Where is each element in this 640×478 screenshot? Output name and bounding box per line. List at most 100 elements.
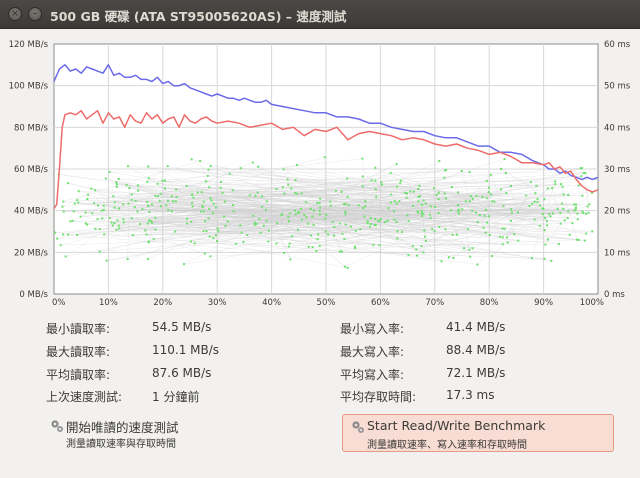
access-time-seek-line <box>209 186 356 232</box>
access-time-seek-line <box>186 185 554 214</box>
access-time-seek-line <box>400 180 561 224</box>
read-rate-line <box>53 64 599 181</box>
access-time-point <box>112 195 115 198</box>
access-time-seek-line <box>80 201 331 217</box>
access-time-point <box>152 238 155 241</box>
access-time-point <box>343 265 346 268</box>
access-time-point <box>368 225 371 228</box>
start-read-only-benchmark-button[interactable]: 開始唯讀的速度測試 測量讀取速率與存取時間 <box>42 414 332 452</box>
access-time-point <box>208 207 211 210</box>
access-time-point <box>113 201 116 204</box>
avg-write-value: 72.1 MB/s <box>446 366 506 380</box>
access-time-point <box>531 202 534 205</box>
access-time-seek-line <box>469 197 487 202</box>
access-time-point <box>476 221 479 224</box>
access-time-point <box>211 212 214 215</box>
access-time-point <box>257 165 260 168</box>
access-time-point <box>437 198 440 201</box>
access-time-seek-line <box>457 192 470 250</box>
y-left-tick-label: 120 MB/s <box>9 40 49 50</box>
access-time-point <box>471 197 474 200</box>
access-time-point <box>585 212 588 215</box>
access-time-point <box>166 165 169 168</box>
access-time-point <box>163 187 166 190</box>
access-time-point <box>469 255 472 258</box>
access-time-point <box>147 205 150 208</box>
access-time-point <box>146 200 149 203</box>
access-time-point <box>318 244 321 247</box>
access-time-seek-line <box>123 196 172 205</box>
access-time-point <box>510 208 513 211</box>
access-time-point <box>62 233 65 236</box>
minimize-window-button[interactable]: – <box>28 7 42 21</box>
access-time-point <box>346 267 349 270</box>
access-time-seek-line <box>362 176 540 226</box>
access-time-point <box>387 207 390 210</box>
access-time-point <box>435 194 438 197</box>
start-read-write-benchmark-button[interactable]: Start Read/Write Benchmark 測量讀取速率、寫入速率和存… <box>342 414 614 452</box>
access-time-seek-line <box>406 186 452 198</box>
access-time-point <box>253 223 256 226</box>
access-time-point <box>525 194 528 197</box>
access-time-point <box>329 204 332 207</box>
access-time-point <box>501 243 504 246</box>
access-time-point <box>115 228 118 231</box>
access-time-point <box>503 157 506 160</box>
access-time-point <box>343 203 346 206</box>
access-time-point <box>543 198 546 201</box>
access-time-point <box>267 240 270 243</box>
access-time-seek-line <box>193 197 570 235</box>
access-time-point <box>406 192 409 195</box>
access-time-point <box>199 160 202 163</box>
access-time-point <box>535 184 538 187</box>
access-time-point <box>377 219 380 222</box>
access-time-point <box>366 222 369 225</box>
access-time-point <box>530 257 533 260</box>
access-time-seek-line <box>138 190 407 198</box>
access-time-point <box>533 218 536 221</box>
access-time-point <box>311 215 314 218</box>
access-time-point <box>437 191 440 194</box>
access-time-point <box>264 208 267 211</box>
y-right-tick-label: 0 ms <box>604 290 625 300</box>
min-write-label: 最小寫入率: <box>340 322 405 336</box>
access-time-point <box>134 199 137 202</box>
access-time-point <box>422 251 425 254</box>
access-time-point <box>294 178 297 181</box>
access-time-point <box>378 244 381 247</box>
access-time-point <box>232 210 235 213</box>
y-left-tick-label: 60 MB/s <box>14 165 49 175</box>
access-time-point <box>470 195 473 198</box>
access-time-point <box>286 178 289 181</box>
access-time-point <box>215 240 218 243</box>
close-window-button[interactable]: × <box>8 7 22 21</box>
access-time-point <box>144 229 147 232</box>
access-time-point <box>117 207 120 210</box>
access-time-point <box>374 218 377 221</box>
benchmark-chart: 0% 10% 20% 30% 40% 50% 60% 70% 80% 90% 100% 0 MB/s 0… <box>8 34 632 312</box>
access-time-point <box>282 168 285 171</box>
access-time-seek-line <box>531 181 556 259</box>
y-left-tick-label: 80 MB/s <box>14 123 49 133</box>
access-time-point <box>420 211 423 214</box>
access-time-seek-line <box>580 168 590 205</box>
access-time-seek-line <box>564 210 575 221</box>
access-time-point <box>221 191 224 194</box>
access-time-point <box>226 220 229 223</box>
access-time-point <box>203 252 206 255</box>
access-time-point <box>541 213 544 216</box>
access-time-point <box>276 222 279 225</box>
access-time-point <box>300 218 303 221</box>
access-time-point <box>444 169 447 172</box>
access-time-point <box>362 207 365 210</box>
access-time-point <box>486 221 489 224</box>
y-right-tick-label: 20 ms <box>604 207 631 217</box>
access-time-seek-line <box>127 187 130 260</box>
access-time-point <box>488 234 491 237</box>
access-time-seek-line <box>63 186 398 212</box>
access-time-point <box>275 242 278 245</box>
access-time-point <box>542 207 545 210</box>
access-time-point <box>573 209 576 212</box>
access-time-point <box>361 157 364 160</box>
access-time-point <box>148 219 151 222</box>
